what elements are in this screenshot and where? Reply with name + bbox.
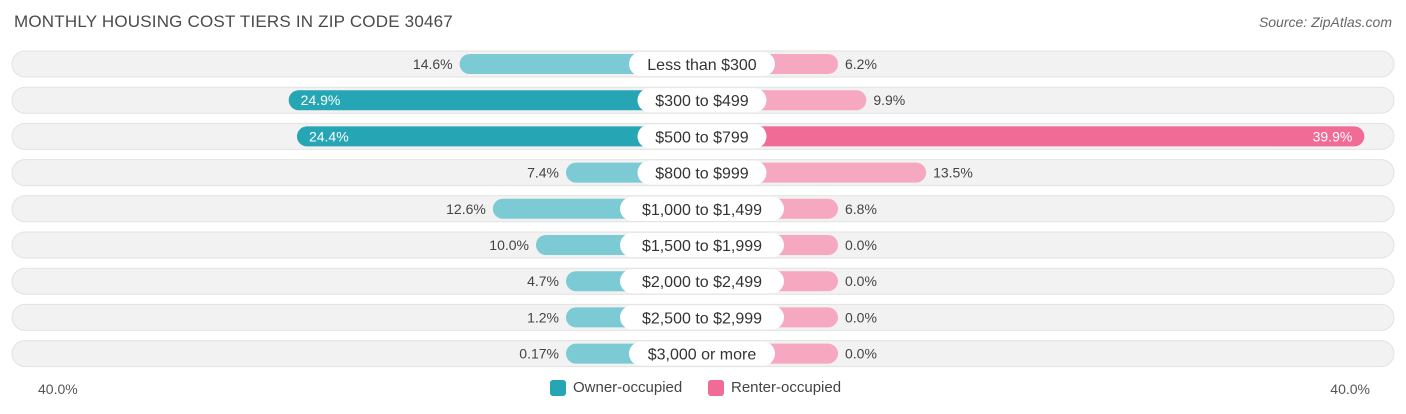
owner-value-label: 0.17% (519, 346, 559, 362)
category-label-background (637, 124, 767, 149)
owner-bar (296, 126, 702, 147)
owner-value-label: 10.0% (489, 237, 529, 253)
renter-bar (702, 126, 1365, 147)
legend-renter-label: Renter-occupied (731, 379, 842, 396)
renter-value-label: 13.5% (933, 165, 973, 181)
category-label: $1,500 to $1,999 (642, 238, 762, 255)
category-label-background (629, 52, 775, 76)
chart-title: MONTHLY HOUSING COST TIERS IN ZIP CODE 3… (14, 12, 453, 31)
category-label-background (620, 196, 784, 221)
category-label: $300 to $499 (655, 93, 749, 110)
renter-value-label: 9.9% (873, 92, 905, 108)
owner-value-label: 14.6% (413, 56, 453, 72)
category-label: $1,000 to $1,499 (642, 202, 762, 219)
category-label: Less than $300 (647, 57, 757, 74)
legend-owner-label: Owner-occupied (573, 379, 683, 396)
category-label-background (620, 233, 784, 257)
renter-value-label: 6.8% (845, 201, 877, 217)
owner-value-label: 24.9% (301, 92, 341, 108)
axis-label-left: 40.0% (38, 381, 78, 397)
renter-value-label: 0.0% (845, 309, 877, 325)
legend-owner-swatch (550, 379, 566, 396)
renter-value-label: 39.9% (1313, 128, 1353, 144)
renter-value-label: 0.0% (845, 273, 877, 289)
legend-renter[interactable]: Renter-occupied (708, 379, 841, 396)
category-label-background (620, 305, 784, 330)
renter-value-label: 0.0% (845, 237, 877, 253)
owner-value-label: 1.2% (527, 309, 559, 325)
renter-value-label: 0.0% (845, 346, 877, 362)
diverging-bar-chart: 14.6% 6.2% Less than $300 24.9% 9.9% $300 to … (11, 50, 1395, 368)
owner-value-label: 7.4% (527, 165, 559, 181)
legend-owner[interactable]: Owner-occupied (550, 379, 682, 396)
source-label: Source: ZipAtlas.com (1258, 14, 1392, 30)
category-label: $800 to $999 (655, 166, 749, 183)
owner-value-label: 4.7% (527, 273, 559, 289)
owner-value-label: 24.4% (309, 128, 349, 144)
category-label-background (637, 160, 767, 185)
legend-renter-swatch (708, 379, 724, 396)
category-label: $3,000 or more (648, 347, 757, 364)
category-label: $2,000 to $2,499 (642, 274, 762, 291)
category-label-background (637, 88, 767, 113)
category-label-background (629, 341, 775, 366)
owner-value-label: 12.6% (446, 201, 486, 217)
owner-bar (288, 90, 702, 111)
category-label-background (620, 269, 784, 294)
renter-value-label: 6.2% (845, 56, 877, 72)
axis-label-right: 40.0% (1330, 381, 1370, 397)
legend: Owner-occupied Renter-occupied (0, 379, 1406, 401)
category-label: $2,500 to $2,999 (642, 310, 762, 327)
category-label: $500 to $799 (655, 129, 749, 146)
